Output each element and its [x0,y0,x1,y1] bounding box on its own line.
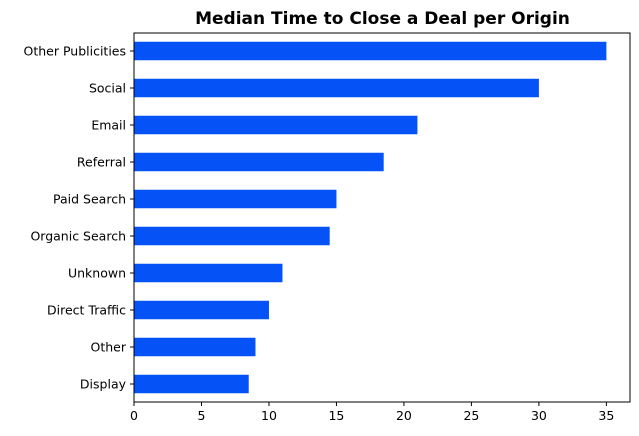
y-tick-label: Email [91,118,126,133]
x-tick-label: 35 [598,408,614,423]
chart-title: Median Time to Close a Deal per Origin [195,9,570,29]
x-tick-label: 30 [531,408,547,423]
bar-other-publicities [134,41,607,61]
x-tick-label: 25 [463,408,479,423]
bar-unknown [134,263,283,283]
x-tick-label: 10 [261,408,277,423]
y-tick-label: Other [91,340,127,355]
x-tick-label: 15 [328,408,344,423]
bar-social [134,78,539,98]
y-tick-label: Referral [77,155,126,170]
bar-referral [134,152,384,172]
bar-email [134,115,418,135]
bar-group [134,41,607,394]
bar-paid-search [134,189,337,209]
bar-display [134,374,249,394]
y-tick-label: Organic Search [30,229,126,244]
y-tick-label: Paid Search [53,192,126,207]
x-axis-ticks: 0 5 10 15 20 25 30 35 [130,402,614,423]
bar-organic-search [134,226,330,246]
plot-frame [133,32,631,403]
x-tick-label: 20 [396,408,412,423]
x-tick-label: 5 [198,408,206,423]
y-tick-label: Unknown [68,266,126,281]
x-tick-label: 0 [130,408,138,423]
bar-direct-traffic [134,300,269,320]
y-tick-label: Display [80,377,127,392]
y-tick-label: Social [89,81,126,96]
y-tick-label: Direct Traffic [47,303,126,318]
y-tick-label: Other Publicities [23,44,126,59]
y-axis-ticks: Other Publicities Social Email Referral Paid… [23,44,134,392]
bar-other [134,337,256,357]
